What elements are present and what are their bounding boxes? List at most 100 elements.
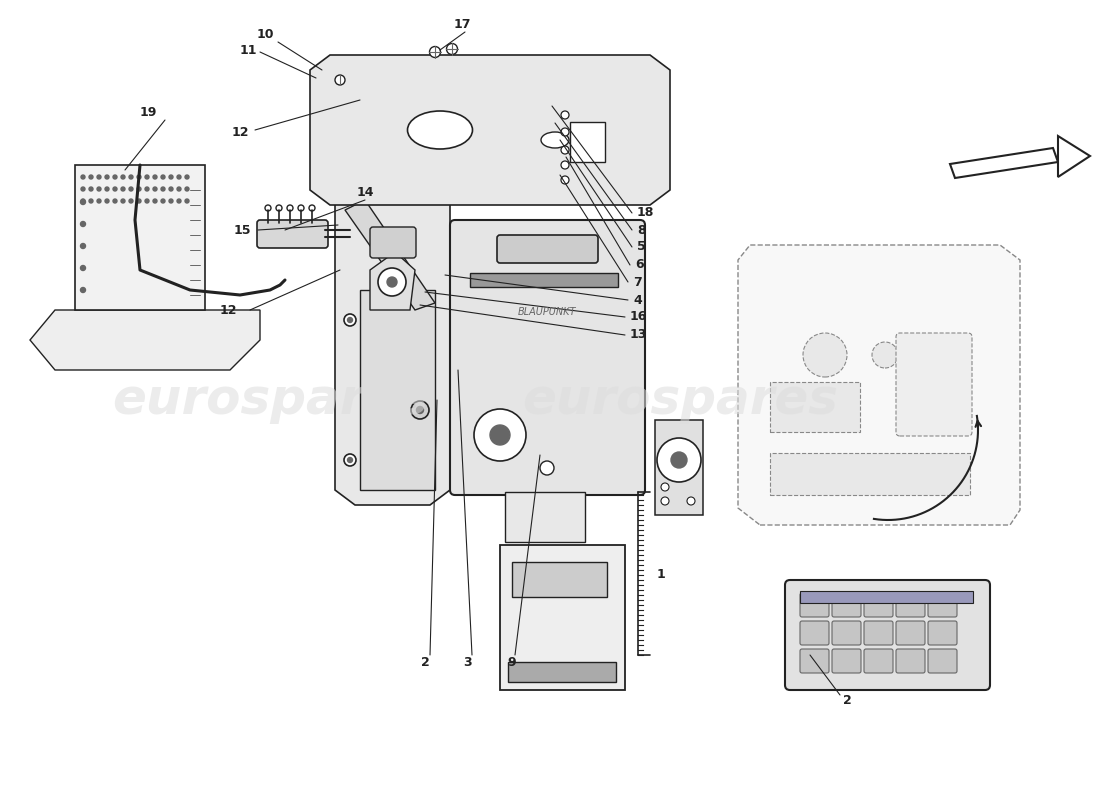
Text: 19: 19 [140, 106, 156, 118]
FancyBboxPatch shape [470, 273, 618, 287]
Circle shape [81, 187, 85, 191]
FancyBboxPatch shape [785, 580, 990, 690]
Text: 8: 8 [637, 223, 646, 237]
FancyBboxPatch shape [500, 545, 625, 690]
Text: 3: 3 [464, 655, 472, 669]
Circle shape [287, 205, 293, 211]
Circle shape [387, 277, 397, 287]
FancyBboxPatch shape [570, 122, 605, 162]
FancyBboxPatch shape [800, 593, 829, 617]
Circle shape [80, 287, 86, 293]
Circle shape [138, 187, 141, 191]
Text: 9: 9 [508, 655, 516, 669]
Text: 12: 12 [219, 303, 236, 317]
Circle shape [161, 175, 165, 179]
Circle shape [104, 199, 109, 203]
Circle shape [298, 205, 304, 211]
Text: 2: 2 [420, 655, 429, 669]
Circle shape [81, 199, 85, 203]
Text: 1: 1 [657, 569, 665, 582]
FancyBboxPatch shape [832, 593, 861, 617]
Circle shape [429, 46, 440, 58]
Circle shape [671, 452, 688, 468]
Polygon shape [336, 185, 450, 505]
Circle shape [80, 243, 86, 249]
Circle shape [561, 176, 569, 184]
Circle shape [350, 219, 359, 229]
Circle shape [129, 187, 133, 191]
Text: eurospares: eurospares [112, 376, 428, 424]
Polygon shape [30, 310, 260, 370]
FancyBboxPatch shape [497, 235, 598, 263]
Text: 13: 13 [630, 329, 648, 342]
Circle shape [490, 425, 510, 445]
Polygon shape [1058, 136, 1090, 177]
Circle shape [474, 409, 526, 461]
Circle shape [803, 333, 847, 377]
Text: 14: 14 [356, 186, 374, 199]
Text: 6: 6 [635, 258, 643, 271]
Circle shape [350, 235, 359, 245]
Text: 17: 17 [453, 18, 471, 30]
Circle shape [169, 187, 173, 191]
FancyBboxPatch shape [770, 453, 970, 495]
Circle shape [169, 175, 173, 179]
Circle shape [138, 199, 141, 203]
Text: 5: 5 [637, 241, 646, 254]
Text: 16: 16 [630, 310, 648, 323]
Polygon shape [738, 245, 1020, 525]
Circle shape [185, 175, 189, 179]
Polygon shape [950, 148, 1058, 178]
FancyBboxPatch shape [896, 621, 925, 645]
Circle shape [145, 187, 149, 191]
Circle shape [129, 199, 133, 203]
FancyBboxPatch shape [257, 220, 328, 248]
FancyBboxPatch shape [450, 220, 645, 495]
Circle shape [153, 175, 157, 179]
Circle shape [561, 111, 569, 119]
Circle shape [153, 199, 157, 203]
Polygon shape [345, 200, 434, 310]
Circle shape [348, 458, 352, 462]
Circle shape [265, 205, 271, 211]
Circle shape [113, 175, 117, 179]
Circle shape [185, 187, 189, 191]
Circle shape [121, 175, 125, 179]
Text: eurospares: eurospares [522, 376, 838, 424]
Circle shape [121, 187, 125, 191]
FancyBboxPatch shape [832, 649, 861, 673]
Circle shape [177, 175, 182, 179]
Circle shape [309, 205, 315, 211]
Circle shape [153, 187, 157, 191]
Circle shape [688, 497, 695, 505]
Circle shape [145, 199, 149, 203]
Circle shape [561, 128, 569, 136]
Text: 7: 7 [632, 275, 641, 289]
Circle shape [161, 187, 165, 191]
Circle shape [447, 43, 458, 54]
Text: 4: 4 [632, 294, 641, 306]
Circle shape [97, 175, 101, 179]
Circle shape [661, 483, 669, 491]
FancyBboxPatch shape [800, 591, 974, 603]
Circle shape [561, 146, 569, 154]
Circle shape [121, 199, 125, 203]
FancyBboxPatch shape [508, 662, 616, 682]
Circle shape [872, 342, 898, 368]
Text: 10: 10 [256, 29, 274, 42]
FancyBboxPatch shape [505, 492, 585, 542]
FancyBboxPatch shape [360, 290, 434, 490]
Circle shape [80, 222, 86, 226]
FancyBboxPatch shape [896, 649, 925, 673]
Circle shape [80, 199, 86, 205]
FancyBboxPatch shape [832, 621, 861, 645]
Circle shape [129, 175, 133, 179]
Circle shape [104, 175, 109, 179]
Text: 15: 15 [233, 223, 251, 237]
Text: 18: 18 [637, 206, 654, 219]
Circle shape [80, 266, 86, 270]
FancyBboxPatch shape [928, 649, 957, 673]
FancyBboxPatch shape [864, 593, 893, 617]
Circle shape [350, 227, 359, 237]
Circle shape [104, 187, 109, 191]
